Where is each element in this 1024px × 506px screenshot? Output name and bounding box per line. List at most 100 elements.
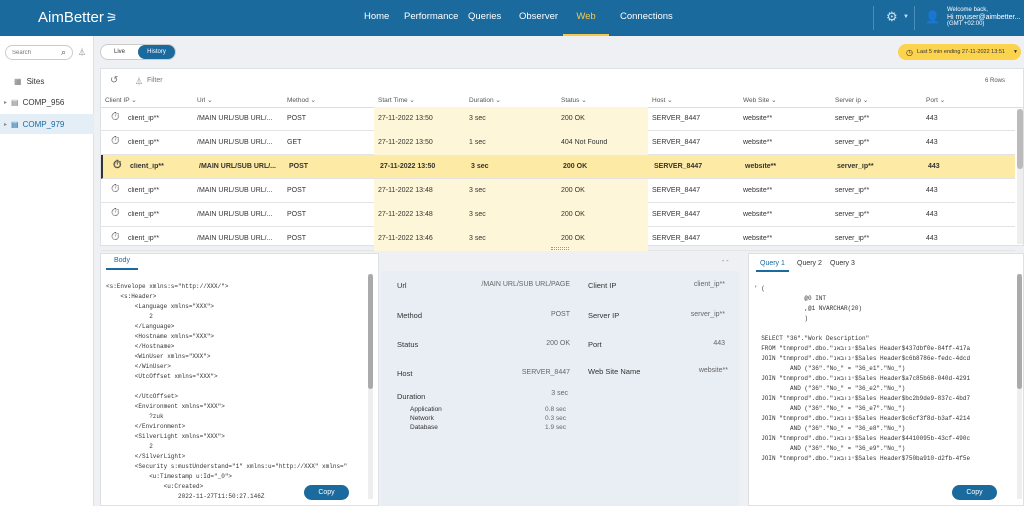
table-cell: 200 OK (561, 187, 585, 194)
table-cell: server_ip** (835, 187, 870, 194)
nav-web[interactable]: Web (563, 0, 609, 36)
sidebar-item-label: Sites (26, 76, 45, 86)
column-header-label: Url (197, 97, 206, 104)
sidebar-item-comp-956[interactable]: ▸ ▤ COMP_956 (0, 92, 94, 112)
table-cell: client_ip** (128, 211, 160, 218)
logo[interactable]: AimBetter ⚞ (38, 9, 118, 26)
code-line: AND ("36"."No_" = "36_e9"."No_") (754, 445, 906, 452)
code-line: <SilverLight xmlns="XXX"> (106, 433, 225, 440)
chevron-down-icon: ⌄ (665, 97, 673, 104)
tab-query-3[interactable]: Query 3 (830, 260, 855, 267)
copy-button[interactable]: Copy (304, 485, 349, 500)
sidebar-item-sites[interactable]: ▦ Sites (0, 71, 94, 91)
server-icon: ▤ (11, 97, 19, 107)
web-site-value: website** (698, 367, 728, 374)
table-row[interactable]: ⏱ client_ip** /MAIN URL/SUB URL/... GET 27-1… (101, 131, 1015, 155)
code-line: 2022-11-27T11:50:27.146Z (106, 493, 265, 500)
scrollbar[interactable] (368, 274, 373, 499)
filter-label[interactable]: Filter (147, 77, 163, 84)
chevron-down-icon: ⌄ (493, 97, 501, 104)
duration-label: Duration (397, 392, 426, 401)
url-label: Url (397, 281, 407, 290)
column-header[interactable]: Server ip ⌄ (835, 96, 868, 104)
chevron-down-icon: ⌄ (937, 97, 946, 104)
nav-observer[interactable]: Observer (519, 11, 559, 22)
history-button[interactable]: History (138, 45, 175, 59)
code-line: @0 INT (754, 295, 827, 302)
table-cell: 1 sec (469, 139, 486, 146)
table-row[interactable]: ⏱ client_ip** /MAIN URL/SUB URL/... POST 27-… (101, 155, 1015, 179)
time-filter-button[interactable]: ◷ Last 5 min ending 27-11-2022 13:51 ▼ (898, 44, 1021, 60)
column-header[interactable]: Port ⌄ (926, 96, 945, 104)
grid-icon: ▦ (14, 76, 22, 86)
column-header-label: Client IP (105, 97, 130, 104)
welcome-line: Welcome back, (947, 7, 988, 13)
search-icon[interactable]: ⌕ (61, 47, 67, 57)
column-header[interactable]: Duration ⌄ (469, 96, 501, 104)
tab-query-2[interactable]: Query 2 (797, 260, 822, 267)
nav-queries[interactable]: Queries (468, 11, 502, 22)
user-icon[interactable]: 👤 (925, 10, 940, 24)
table-cell: /MAIN URL/SUB URL/... (197, 139, 273, 146)
scrollbar[interactable] (1017, 109, 1023, 244)
code-line: <u:Created> (106, 483, 204, 490)
code-line: JOIN "tnmprod".dbo."ינובאנ$Sales Header$… (754, 355, 971, 362)
column-header[interactable]: Method ⌄ (287, 96, 316, 104)
column-header[interactable]: Start Time ⌄ (378, 96, 415, 104)
nav-connections[interactable]: Connections (620, 11, 673, 22)
sidebar-item-comp-979[interactable]: ▸ ▤ COMP_979 (0, 114, 94, 134)
port-label: Port (588, 340, 602, 349)
highlight-band (374, 107, 648, 131)
table-row[interactable]: ⏱ client_ip** /MAIN URL/SUB URL/... POST 27-… (101, 179, 1015, 203)
requests-grid: ↺ ⏃ Filter 6 Rows Client IP ⌄ Url ⌄ Method… (100, 68, 1024, 251)
search-input[interactable] (5, 45, 73, 60)
column-header[interactable]: Status ⌄ (561, 96, 587, 104)
nav-home[interactable]: Home (364, 11, 390, 22)
table-cell: 3 sec (469, 211, 486, 218)
table-row[interactable]: ⏱ client_ip** /MAIN URL/SUB URL/... POST 27-… (101, 203, 1015, 227)
tab-query-1[interactable]: Query 1 (756, 260, 789, 272)
chevron-down-icon: ⌄ (407, 97, 415, 104)
stopwatch-icon: ⏱ (111, 183, 120, 195)
chevron-down-icon: ⌄ (579, 97, 587, 104)
client-ip-value: client_ip** (693, 281, 725, 288)
clock-icon: ◷ (906, 47, 913, 57)
gear-icon[interactable]: ⚙ (886, 9, 898, 24)
history-icon[interactable]: ↺ (110, 75, 119, 86)
table-row[interactable]: ⏱ client_ip** /MAIN URL/SUB URL/... POST 27-… (101, 107, 1015, 131)
table-cell: SERVER_8447 (652, 115, 701, 122)
table-cell: 443 (926, 187, 938, 194)
table-cell: SERVER_8447 (652, 139, 701, 146)
column-header-label: Start Time (378, 97, 408, 104)
chevron-down-icon: ⌄ (205, 97, 213, 104)
code-line: <Hostname xmlns="XXX"> (106, 333, 215, 340)
column-header-label: Web Site (743, 97, 770, 104)
column-header[interactable]: Client IP ⌄ (105, 96, 137, 104)
stopwatch-icon: ⏱ (111, 231, 120, 243)
host-value: SERVER_8447 (521, 369, 570, 376)
nav-performance[interactable]: Performance (404, 11, 459, 22)
table-row[interactable]: ⏱ client_ip** /MAIN URL/SUB URL/... POST 27-… (101, 227, 1015, 251)
copy-query-button[interactable]: Copy (952, 485, 997, 500)
filter-icon[interactable]: ⏃ (78, 48, 86, 57)
panel-menu-icon[interactable]: - - (722, 258, 729, 265)
scrollbar[interactable] (1017, 274, 1022, 499)
highlight-band (374, 203, 648, 227)
table-cell: 404 Not Found (561, 139, 608, 146)
filter-icon[interactable]: ⏃ (135, 77, 143, 86)
table-cell: 200 OK (561, 115, 585, 122)
table-cell: website** (743, 235, 773, 242)
duration-value: 3 sec (551, 390, 568, 397)
column-header[interactable]: Url ⌄ (197, 96, 213, 104)
column-header[interactable]: Web Site ⌄ (743, 96, 777, 104)
table-cell: 27-11-2022 13:50 (380, 163, 436, 170)
tab-body[interactable]: Body (106, 257, 138, 270)
chevron-down-icon[interactable]: ▼ (903, 14, 909, 20)
code-line: </SilverLight> (106, 453, 186, 460)
application-value: 0.8 sec (545, 406, 566, 413)
column-header[interactable]: Host ⌄ (652, 96, 673, 104)
live-button[interactable]: Live (113, 49, 125, 55)
splitter-handle[interactable] (551, 247, 569, 250)
method-value: POST (550, 311, 570, 318)
column-header-label: Status (561, 97, 580, 104)
